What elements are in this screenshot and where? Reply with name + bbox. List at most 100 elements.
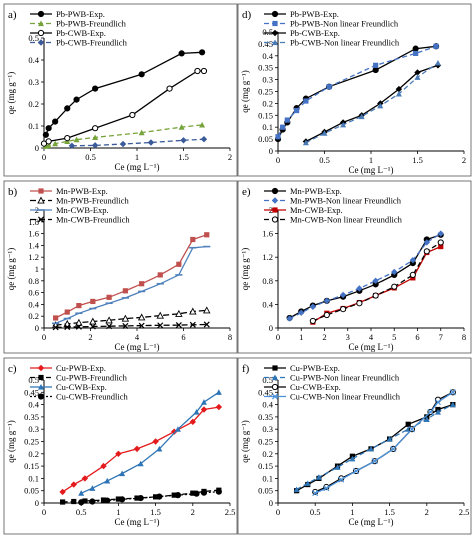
series-3: [78, 389, 222, 496]
x-tick-label: 1.5: [412, 155, 423, 165]
data-point: [271, 216, 279, 223]
y-tick-label: 0.6: [28, 288, 39, 298]
data-point: [147, 139, 155, 146]
y-tick-label: 0.1: [28, 121, 39, 131]
y-tick-label: 0.45: [258, 39, 273, 49]
data-point: [449, 401, 456, 408]
data-point: [106, 323, 113, 330]
data-point: [78, 499, 85, 506]
data-point: [323, 485, 330, 492]
data-point: [203, 321, 210, 328]
legend-entry: Cu-CWB-Freundlich: [56, 392, 129, 402]
data-point: [92, 134, 99, 141]
y-tick-label: 0.25: [258, 87, 273, 97]
data-point: [200, 399, 207, 405]
series-2: [293, 401, 456, 493]
y-tick-label: 0.3: [28, 424, 39, 434]
x-tick-label: 1: [369, 155, 373, 165]
y-tick-label: 0.2: [262, 449, 273, 459]
legend-entry: Cu-CWB-Exp.: [290, 382, 341, 392]
chart-panel-2: d) 0 0.05 0.1 0.15 0.20.25 0.3 0.35 0.4 0.45 0.5 0 0…: [237, 3, 472, 177]
data-point: [89, 485, 96, 491]
data-point: [121, 314, 130, 322]
data-point: [340, 121, 347, 128]
data-point: [427, 408, 434, 416]
x-tick-label: 2: [191, 507, 195, 517]
x-tick-label: 0: [42, 332, 46, 342]
data-point: [138, 322, 145, 329]
x-tick-label: 4: [135, 332, 140, 342]
data-point: [64, 105, 71, 112]
y-tick-label: 0.3: [28, 77, 39, 87]
data-point: [371, 458, 378, 465]
x-tick-label: 0: [42, 507, 46, 517]
data-point: [271, 393, 279, 400]
data-point: [178, 50, 185, 57]
y-tick-label: 0: [35, 323, 39, 333]
data-point: [174, 426, 181, 432]
y-tick-label: 0: [35, 143, 39, 153]
data-point: [272, 374, 278, 381]
data-point: [408, 426, 415, 433]
data-point: [68, 142, 76, 149]
data-point: [45, 138, 52, 145]
series-line: [43, 70, 204, 145]
data-point: [391, 283, 398, 290]
data-point: [37, 196, 45, 204]
y-axis-label: qe (mg g⁻¹): [240, 70, 250, 112]
y-tick-label: 0: [35, 498, 39, 508]
y-tick-label: 1.6: [28, 229, 39, 239]
data-point: [104, 497, 111, 504]
chart-panel-4: e)00.40.81.21.62012345678Ce (mg L⁻¹)qe (…: [237, 180, 472, 354]
data-point: [60, 499, 66, 505]
data-point: [386, 436, 393, 442]
data-point: [73, 136, 80, 143]
y-tick-label: 0.35: [24, 412, 39, 422]
series-4: [302, 59, 441, 146]
series-4: [68, 136, 208, 149]
y-tick-label: 1.2: [262, 252, 273, 262]
series-line: [55, 323, 207, 329]
y-tick-label: 0.2: [28, 311, 39, 321]
y-tick-label: 0.8: [28, 276, 39, 286]
y-axis-label: qe (mg g⁻¹): [240, 420, 250, 462]
data-point: [139, 281, 145, 287]
data-point: [309, 303, 317, 310]
y-tick-label: 0.4: [262, 299, 273, 309]
legend-entry: Mn-CWB-Non linear Freundlich: [290, 215, 403, 225]
data-point: [175, 309, 183, 317]
data-point: [137, 460, 144, 467]
data-point: [349, 455, 356, 462]
data-point: [271, 187, 279, 195]
y-tick-label: 0.5: [262, 27, 273, 37]
data-point: [304, 480, 311, 486]
data-point: [190, 490, 196, 496]
data-point: [119, 470, 126, 477]
series-line: [305, 64, 439, 143]
y-tick-label: 0: [269, 498, 273, 508]
legend: Mn-PWB-Exp.Mn-PWB-Non linear FreundlichM…: [264, 186, 403, 225]
y-tick-label: 0.2: [28, 449, 39, 459]
y-tick-label: 0.5: [28, 33, 39, 43]
x-tick-label: 1: [299, 332, 303, 342]
legend: Pb-PWB-Exp.Pb-PWB-FreundlichPb-CWB-Exp.P…: [30, 9, 128, 48]
data-point: [271, 197, 279, 204]
y-tick-label: 0.05: [258, 486, 273, 496]
panel-frame: [3, 3, 238, 177]
legend-entry: Pb-PWB-Freundlich: [56, 19, 127, 29]
data-point: [303, 98, 309, 104]
data-point: [134, 495, 140, 501]
data-point: [412, 45, 419, 52]
data-point: [89, 323, 96, 330]
data-point: [390, 445, 397, 452]
data-point: [129, 111, 136, 119]
panel-label: e): [242, 186, 251, 198]
x-tick-label: 1: [350, 507, 354, 517]
y-tick-label: 0.8: [262, 276, 273, 286]
y-tick-label: 0.5: [28, 375, 39, 385]
y-tick-label: 0.4: [28, 55, 39, 65]
x-tick-label: 2: [425, 507, 429, 517]
x-tick-label: 0.5: [85, 152, 96, 162]
data-point: [52, 324, 59, 331]
data-point: [171, 428, 178, 435]
